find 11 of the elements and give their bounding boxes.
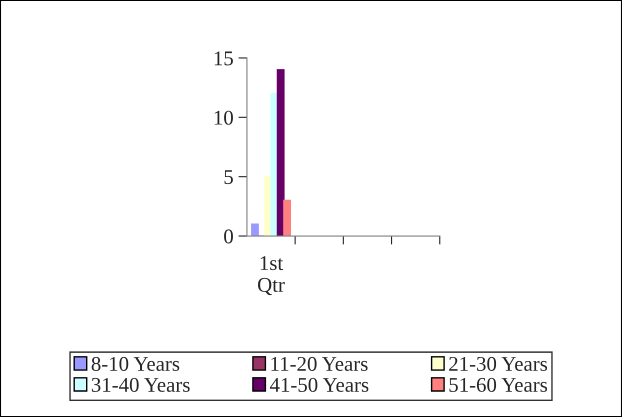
legend-label: 41-50 Years [270, 378, 368, 392]
legend-label: 21-30 Years [449, 356, 548, 371]
legend-label: 8-10 Years [92, 356, 180, 371]
legend-label: 11-20 Years [271, 356, 368, 371]
legend-label: 51-60 Years [449, 378, 548, 392]
y-tick-label: 10 [214, 110, 233, 125]
legend-label: 31-40 Years [92, 378, 190, 392]
y-tick-label: 15 [214, 51, 233, 66]
x-tick-label: 1st Qtr [258, 256, 285, 296]
y-tick-label: 0 [224, 229, 233, 244]
y-tick-label: 5 [224, 170, 233, 184]
